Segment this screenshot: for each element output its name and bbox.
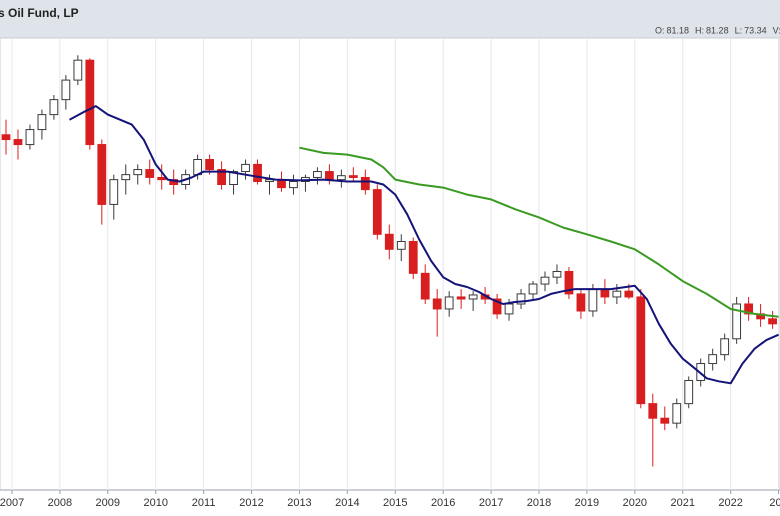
candle-body — [121, 174, 131, 181]
x-tick-label: 2017 — [479, 497, 503, 509]
quote-value: 81.18 — [667, 25, 690, 35]
candle-body — [109, 179, 119, 205]
candle-body — [360, 176, 370, 191]
candle-body — [1, 134, 11, 141]
x-tick-label: 2008 — [48, 497, 72, 509]
candle-body — [217, 169, 226, 186]
candle-body — [696, 363, 706, 381]
x-tick-label: 2021 — [670, 497, 694, 509]
candle-body — [516, 293, 526, 305]
quote-key: V: — [773, 25, 780, 35]
candle-body — [396, 241, 406, 250]
candle-body — [324, 171, 334, 181]
candle-body — [384, 233, 394, 250]
moving-average — [299, 146, 779, 318]
candle-body — [672, 403, 682, 424]
candle-body — [97, 144, 107, 205]
candle-body — [492, 298, 502, 315]
candle-body — [720, 338, 730, 356]
candle-body — [253, 163, 262, 182]
candle-body — [313, 171, 322, 178]
x-tick-label: 2009 — [96, 497, 120, 509]
candle-body — [744, 303, 754, 315]
x-tick-label: 2020 — [623, 497, 647, 509]
candle-body — [348, 175, 358, 178]
x-tick-label: 2010 — [143, 497, 167, 509]
candle-body — [708, 354, 718, 365]
x-tick-label: 202 — [769, 497, 780, 509]
candle-body — [408, 241, 418, 274]
candle-body — [25, 129, 35, 146]
candle-body — [624, 290, 634, 298]
candle-body — [372, 189, 382, 235]
candle-body — [336, 175, 346, 181]
x-tick-label: 2012 — [239, 497, 263, 509]
candle-body — [648, 403, 658, 419]
quote-key: O: — [655, 25, 665, 35]
candle-body — [289, 180, 298, 189]
candle-body — [552, 270, 562, 278]
candle-body — [85, 59, 95, 146]
candle-body — [241, 163, 250, 173]
candle-body — [600, 288, 610, 298]
candle-body — [456, 296, 466, 300]
candle-body — [49, 99, 59, 116]
moving-average — [69, 105, 779, 385]
quote-key: H: — [695, 25, 704, 35]
candle-body — [37, 114, 47, 131]
quote-value: 81.28 — [706, 25, 729, 35]
candle-body — [576, 293, 586, 312]
candle-body — [564, 270, 574, 295]
candle-body — [229, 171, 238, 186]
candle-body — [420, 272, 430, 300]
candle-body — [61, 79, 71, 101]
x-tick-label: 2022 — [718, 497, 742, 509]
x-tick-label: 2015 — [383, 497, 407, 509]
x-tick-label: 2014 — [335, 497, 359, 509]
candle-body — [612, 290, 622, 298]
x-tick-label: 2013 — [287, 497, 311, 509]
candle-body — [732, 303, 742, 340]
candle-body — [684, 379, 694, 405]
candle-body — [528, 283, 538, 295]
candle-body — [660, 417, 670, 424]
x-tick-label: 2016 — [431, 497, 455, 509]
candle-body — [504, 303, 514, 315]
candle-body — [133, 169, 143, 176]
header-bar — [0, 0, 780, 38]
candle-body — [205, 159, 215, 171]
candle-body — [468, 294, 478, 300]
quote-value: 73.34 — [744, 25, 767, 35]
candle-body — [588, 288, 598, 312]
candle-body — [768, 318, 777, 325]
candle-body — [540, 276, 550, 285]
chart-title: s Oil Fund, LP — [0, 6, 79, 20]
x-tick-label: 2011 — [192, 497, 216, 509]
x-tick-label: 2019 — [575, 497, 599, 509]
candle-body — [157, 176, 167, 181]
candle-body — [145, 169, 155, 178]
x-tick-label: 2018 — [527, 497, 551, 509]
candle-body — [73, 59, 83, 81]
candle-body — [13, 139, 23, 146]
candle-body — [444, 296, 454, 310]
candle-body — [636, 296, 646, 405]
candle-body — [432, 298, 442, 310]
quote-key: L: — [735, 25, 743, 35]
x-tick-label: 2007 — [0, 497, 24, 509]
